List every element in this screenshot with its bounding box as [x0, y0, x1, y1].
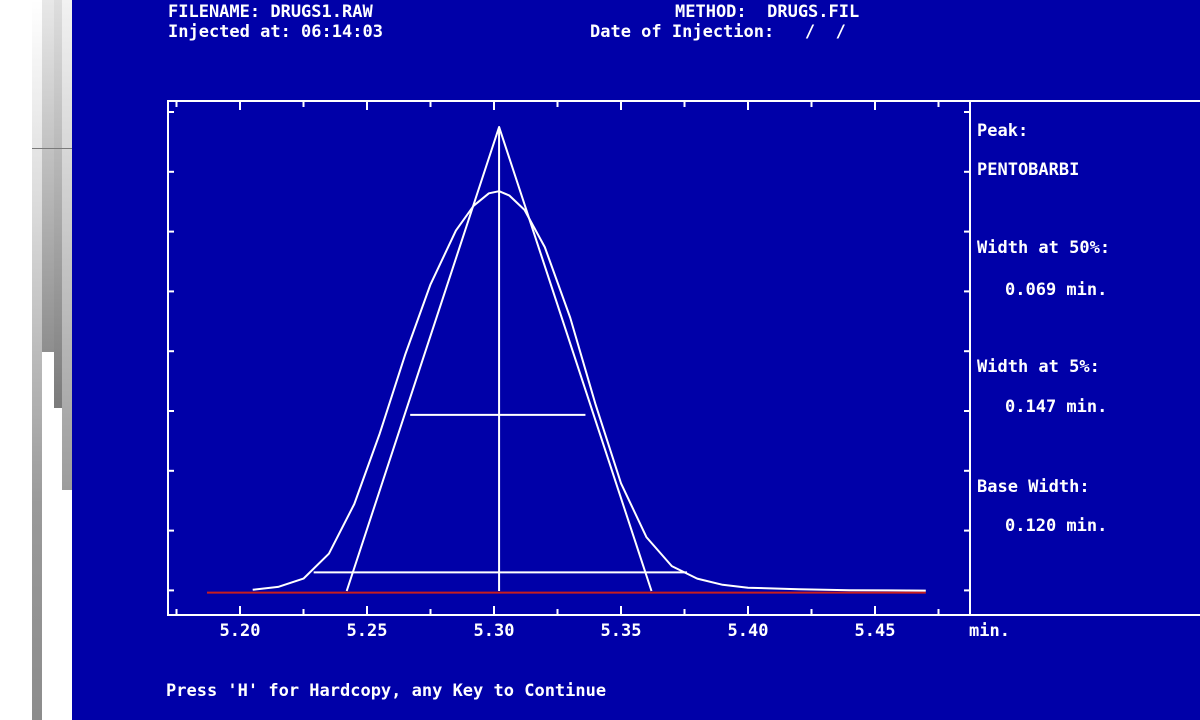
width-5-value: 0.147 min. — [1005, 397, 1108, 417]
decor-bar-5 — [62, 490, 72, 720]
decor-rule — [32, 148, 72, 149]
decor-bar-2 — [42, 0, 54, 352]
filename-line: FILENAME: DRUGS1.RAW — [168, 2, 373, 22]
decor-bar-3 — [54, 0, 62, 408]
footer-prompt: Press 'H' for Hardcopy, any Key to Conti… — [166, 681, 607, 701]
x-tick-label: 5.30 — [474, 621, 515, 641]
width-50-label: Width at 50%: — [977, 238, 1111, 258]
method-line: METHOD: DRUGS.FIL — [675, 2, 860, 22]
x-tick-label: 5.45 — [855, 621, 896, 641]
width-50-value: 0.069 min. — [1005, 280, 1108, 300]
peak-trace-line — [252, 190, 926, 592]
peak-name: PENTOBARBI — [977, 160, 1080, 180]
injected-at-line: Injected at: 06:14:03 — [168, 22, 383, 42]
x-axis-unit-label: min. — [969, 621, 1010, 641]
plot-frame — [167, 100, 971, 616]
decor-bar-4 — [62, 0, 72, 490]
peak-label: Peak: — [977, 121, 1029, 141]
x-tick-label: 5.25 — [347, 621, 388, 641]
x-tick-label: 5.35 — [601, 621, 642, 641]
chromatogram-chart: 5.20 5.25 5.30 5.35 5.40 5.45 min. — [167, 100, 1200, 641]
chromatogram-screen: FILENAME: DRUGS1.RAW Injected at: 06:14:… — [72, 0, 1200, 720]
decor-bar-1 — [32, 0, 42, 720]
base-width-value: 0.120 min. — [1005, 516, 1108, 536]
x-tick-label: 5.40 — [728, 621, 769, 641]
x-tick-label: 5.20 — [220, 621, 261, 641]
date-of-injection-line: Date of Injection: / / — [590, 22, 846, 42]
width-5-label: Width at 5%: — [977, 357, 1100, 377]
base-width-label: Base Width: — [977, 477, 1090, 497]
